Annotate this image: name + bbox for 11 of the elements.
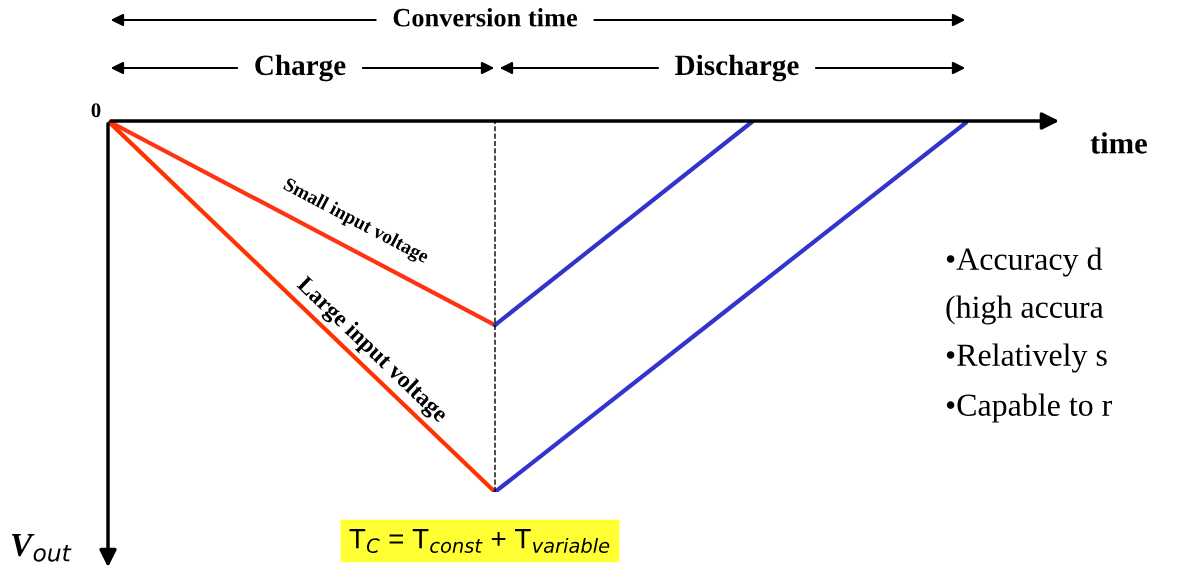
text: Charge xyxy=(255,54,346,82)
annotation: •Capable to r xyxy=(946,393,1113,423)
text: Conversion time xyxy=(393,8,578,27)
text: 0 xyxy=(91,103,101,118)
x-axis-title: time xyxy=(1090,132,1147,154)
text: T$_{C}$ = T$_{const}$ + T$_{variable}$ xyxy=(349,529,610,553)
annotation: •Relatively s xyxy=(946,343,1107,373)
annotation: (high accura xyxy=(946,295,1104,325)
annotation: •Accuracy d xyxy=(946,247,1103,277)
y-axis-title: V$_{out}$ xyxy=(11,534,72,562)
text: Discharge xyxy=(675,54,799,82)
